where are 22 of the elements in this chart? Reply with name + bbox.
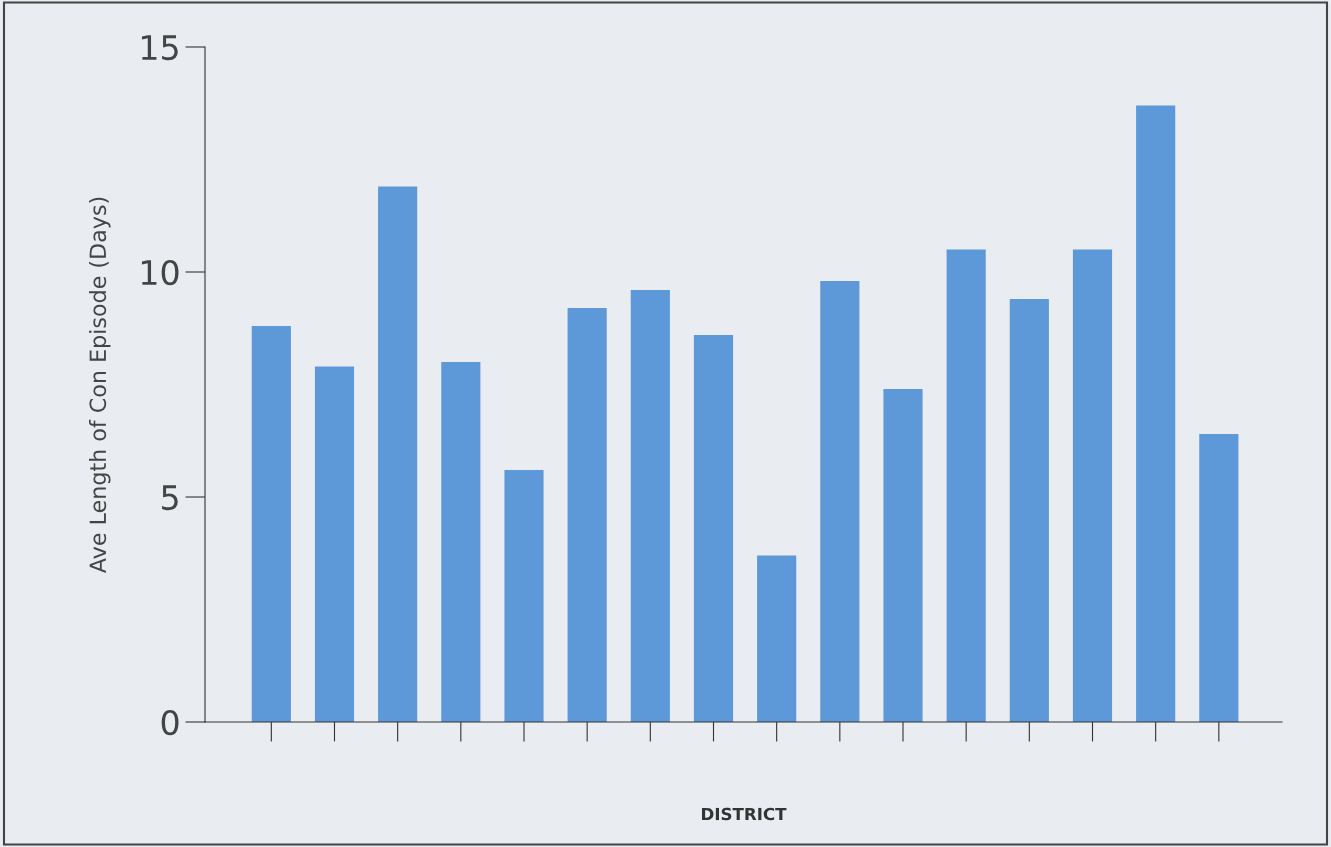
bar <box>1009 299 1049 722</box>
bar <box>314 366 355 722</box>
bar <box>946 249 986 722</box>
bar <box>1136 105 1176 722</box>
y-tick-label: 0 <box>161 709 179 736</box>
bar <box>820 281 860 722</box>
bar <box>504 470 544 722</box>
y-axis-title: Ave Length of Con Episode (Days) <box>88 197 111 574</box>
x-axis-title: DISTRICT <box>702 807 787 821</box>
bar <box>883 389 923 722</box>
bar <box>567 308 607 722</box>
bar <box>693 335 734 722</box>
bar <box>251 326 291 722</box>
bar <box>1199 434 1239 722</box>
bar <box>630 290 670 722</box>
bar <box>1072 249 1113 722</box>
bar <box>757 555 797 722</box>
y-tick-label: 10 <box>141 259 179 286</box>
bar <box>378 186 418 722</box>
y-tick-label: 5 <box>162 485 178 511</box>
bar <box>441 362 481 722</box>
y-tick-label: 15 <box>141 35 178 61</box>
